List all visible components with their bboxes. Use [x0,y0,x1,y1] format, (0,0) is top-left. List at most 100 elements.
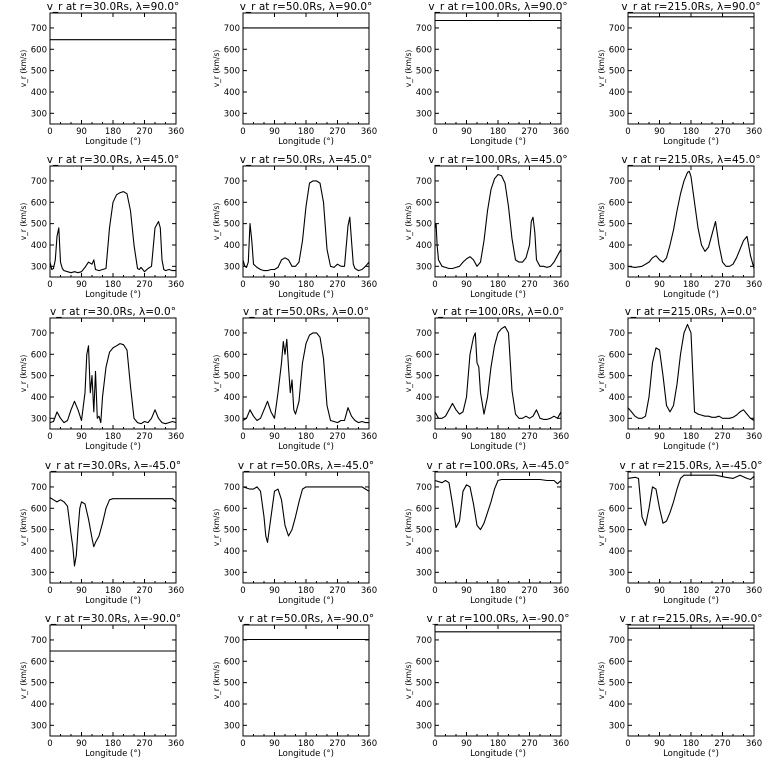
y-tick-label: 400 [416,700,432,710]
y-tick-label: 300 [31,414,47,424]
x-tick-label: 180 [105,280,121,290]
plot-frame [242,12,370,125]
x-tick-label: 270 [714,739,730,749]
y-tick-label: 600 [224,504,240,514]
y-tick-label: 400 [416,547,432,557]
chart-title: v_r at r=50.0Rs, λ=0.0° [243,306,369,318]
y-tick-label: 600 [31,198,47,208]
x-tick-label: 90 [76,586,87,596]
x-tick-label: 270 [714,280,730,290]
chart-title: v_r at r=215.0Rs, λ=45.0° [621,154,760,166]
y-tick-label: 400 [31,700,47,710]
x-tick-label: 90 [269,432,280,442]
x-tick-label: 360 [361,127,377,137]
y-tick-label: 500 [609,526,625,536]
y-tick-label: 300 [224,414,240,424]
plot-frame [434,471,562,584]
y-tick-label: 300 [31,568,47,578]
y-tick-label: 500 [31,67,47,77]
series-line [434,173,562,270]
chart-panel-9: v_r at r=30.0Rs, λ=0.0° 0 90 180 270 360 300 40… [19,306,184,452]
y-axis-label: v_r (km/s) [19,509,28,547]
y-tick-label: 600 [609,657,625,667]
y-tick-label: 600 [609,198,625,208]
y-tick-label: 500 [224,372,240,382]
x-axis-label: Longitude (°) [85,290,141,300]
x-tick-label: 270 [136,432,152,442]
chart-title: v_r at r=50.0Rs, λ=90.0° [240,1,373,13]
x-tick-label: 360 [553,432,569,442]
y-tick-label: 700 [609,177,625,187]
x-tick-label: 180 [105,586,121,596]
y-tick-label: 600 [609,350,625,360]
x-tick-label: 360 [746,127,762,137]
chart-panel-4: v_r at r=215.0Rs, λ=90.0° 0 90 180 270 360 300… [597,1,762,147]
x-tick-label: 180 [490,586,506,596]
y-tick-label: 500 [224,526,240,536]
x-tick-label: 0 [47,586,52,596]
x-tick-label: 270 [521,432,537,442]
x-tick-label: 270 [521,280,537,290]
chart-panel-17: v_r at r=30.0Rs, λ=-90.0° 0 90 180 270 360 300… [19,613,184,759]
y-axis-label: v_r (km/s) [597,355,606,393]
y-tick-label: 400 [416,393,432,403]
y-tick-label: 600 [416,198,432,208]
series-line [434,325,562,420]
y-axis-label: v_r (km/s) [212,509,221,547]
x-axis-label: Longitude (°) [470,596,526,606]
y-tick-label: 700 [224,483,240,493]
y-tick-label: 400 [416,88,432,98]
x-tick-label: 0 [47,432,52,442]
x-axis-label: Longitude (°) [278,749,334,759]
y-axis-label: v_r (km/s) [19,662,28,700]
x-tick-label: 360 [168,432,184,442]
y-tick-label: 700 [416,483,432,493]
x-tick-label: 360 [746,280,762,290]
y-tick-label: 300 [416,262,432,272]
y-tick-label: 600 [224,657,240,667]
y-tick-label: 700 [31,483,47,493]
chart-panel-19: v_r at r=100.0Rs, λ=-90.0° 0 90 180 270 360 30… [404,613,570,759]
series-line [49,191,176,274]
x-tick-label: 360 [361,280,377,290]
x-tick-label: 270 [329,127,345,137]
chart-title: v_r at r=100.0Rs, λ=90.0° [428,1,567,13]
y-tick-label: 500 [224,67,240,77]
plot-frame [627,471,755,584]
y-axis-label: v_r (km/s) [597,662,606,700]
x-tick-label: 90 [76,127,87,137]
x-axis-label: Longitude (°) [85,137,141,147]
x-axis-label: Longitude (°) [470,442,526,452]
y-tick-label: 400 [609,393,625,403]
chart-title: v_r at r=50.0Rs, λ=-90.0° [238,613,374,625]
chart-title: v_r at r=100.0Rs, λ=-90.0° [426,613,569,625]
x-tick-label: 360 [553,739,569,749]
x-tick-label: 180 [105,127,121,137]
y-axis-label: v_r (km/s) [212,50,221,88]
x-tick-label: 0 [240,739,245,749]
y-tick-label: 600 [416,504,432,514]
x-axis-label: Longitude (°) [85,596,141,606]
y-tick-label: 500 [31,220,47,230]
y-tick-label: 400 [31,88,47,98]
chart-title: v_r at r=30.0Rs, λ=0.0° [50,306,176,318]
y-axis-label: v_r (km/s) [404,50,413,88]
x-axis-label: Longitude (°) [278,596,334,606]
x-tick-label: 360 [746,739,762,749]
x-axis-label: Longitude (°) [663,137,719,147]
x-axis-label: Longitude (°) [470,290,526,300]
chart-panel-16: v_r at r=215.0Rs, λ=-45.0° 0 90 180 270 360 30… [597,460,763,606]
y-tick-label: 300 [31,262,47,272]
x-axis-label: Longitude (°) [85,749,141,759]
y-tick-label: 300 [416,414,432,424]
y-axis-label: v_r (km/s) [404,355,413,393]
x-axis-label: Longitude (°) [663,290,719,300]
y-tick-label: 700 [609,483,625,493]
x-tick-label: 270 [136,739,152,749]
y-axis-label: v_r (km/s) [212,662,221,700]
x-axis-label: Longitude (°) [663,749,719,759]
y-tick-label: 300 [224,568,240,578]
chart-panel-13: v_r at r=30.0Rs, λ=-45.0° 0 90 180 270 360 300… [19,460,184,606]
x-tick-label: 360 [168,586,184,596]
y-tick-label: 400 [416,241,432,251]
